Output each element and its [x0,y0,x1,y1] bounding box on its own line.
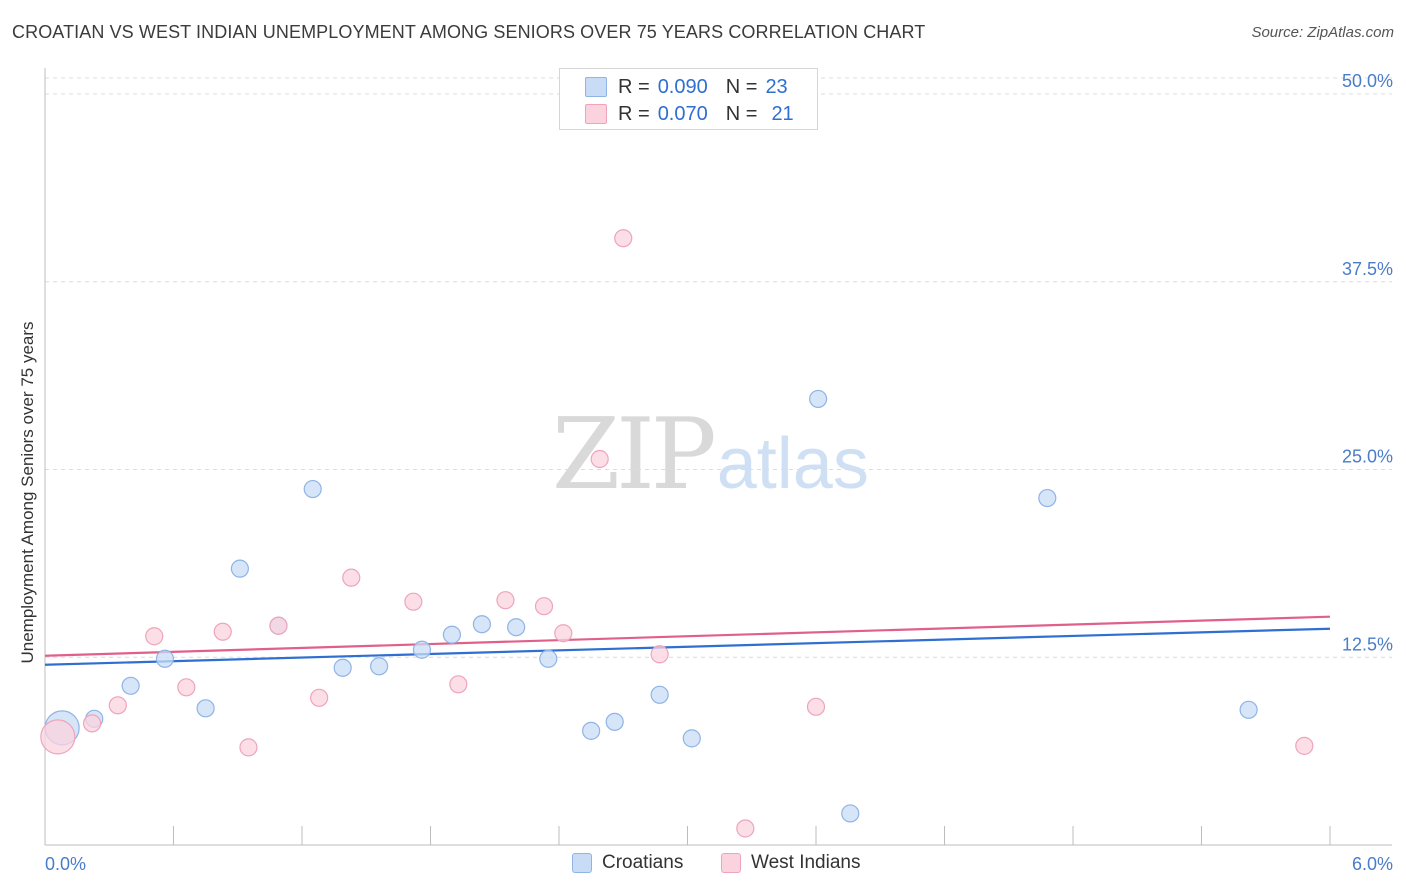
legend-item-croatians[interactable]: Croatians [572,852,683,874]
legend-item-west-indians[interactable]: West Indians [721,852,860,874]
point-west-indians [239,738,258,757]
point-west-indians [449,675,468,694]
trend-lines [44,615,1331,666]
point-west-indians [736,819,755,838]
data-points [40,229,1314,838]
point-west-indians [145,627,164,646]
legend-swatch-west-indians [585,104,607,124]
source-label: Source: ZipAtlas.com [1251,24,1394,41]
point-west-indians [177,678,196,697]
point-west-indians [213,622,232,641]
trend-line-croatians [44,627,1331,666]
watermark-zip: ZIP [552,398,717,512]
point-croatians [442,625,462,644]
correlation-legend: R = 0.090 N = 23 R = 0.070 N = 21 [559,68,818,130]
point-croatians [1239,700,1258,719]
point-croatians [809,389,828,409]
point-west-indians [554,624,573,643]
legend-r-value: 0.090 [657,75,708,98]
y-axis-title: Unemployment Among Seniors over 75 years [18,321,37,663]
legend-n-label: N = [725,75,758,98]
y-tick-label: 12.5% [1342,634,1393,654]
point-croatians [650,685,669,704]
legend-r-label: R = [618,75,650,98]
croatians-swatch [572,853,592,873]
point-west-indians [269,616,288,635]
point-west-indians [650,645,669,664]
x-tick-label: 6.0% [1352,854,1393,874]
croatians-label: Croatians [602,852,684,873]
point-croatians [155,649,175,668]
point-west-indians [342,568,361,587]
y-tick-label: 50.0% [1342,71,1393,91]
point-west-indians [108,696,127,715]
point-croatians [507,618,526,637]
x-tick-label: 0.0% [45,854,86,874]
point-croatians [196,699,215,718]
point-croatians [841,804,860,823]
point-croatians [303,479,322,499]
point-croatians [1038,488,1057,508]
point-croatians [412,640,432,659]
legend-n-label: N = [725,102,758,125]
point-croatians [121,676,140,695]
watermark: ZIPatlas [552,398,869,512]
trend-line-west-indians [44,615,1331,657]
point-west-indians [40,719,76,755]
chart-title: CROATIAN VS WEST INDIAN UNEMPLOYMENT AMO… [12,22,926,42]
point-west-indians [496,591,515,610]
y-tick-label: 37.5% [1342,259,1393,279]
point-west-indians [83,714,102,733]
point-croatians [230,559,249,578]
point-west-indians [590,449,609,469]
point-west-indians [1295,736,1314,755]
legend-row-croatians: R = 0.090 N = 23 [585,74,788,100]
point-croatians [472,615,491,634]
tick-labels: 12.5% 25.0% 37.5% 50.0% 0.0% 6.0% Unemployment… [18,71,1393,874]
point-west-indians [806,697,826,716]
watermark-atlas: atlas [716,424,869,504]
point-croatians [605,712,624,731]
west-indians-swatch [721,853,741,873]
point-west-indians [404,592,423,611]
west-indians-label: West Indians [751,852,861,873]
point-croatians [370,657,389,676]
point-west-indians [614,229,633,248]
point-croatians [333,658,352,677]
point-west-indians [534,597,554,616]
point-west-indians [310,688,329,707]
legend-swatch-croatians [585,77,607,97]
axes [44,68,1392,846]
legend-n-value: 21 [771,102,794,125]
point-croatians [539,649,558,668]
legend-row-west-indians: R = 0.070 N = 21 [585,101,794,127]
y-tick-label: 25.0% [1342,447,1393,467]
legend-r-label: R = [618,102,650,125]
legend-r-value: 0.070 [657,102,708,125]
point-croatians [582,721,601,740]
legend-n-value: 23 [765,75,788,98]
point-croatians [682,729,701,748]
